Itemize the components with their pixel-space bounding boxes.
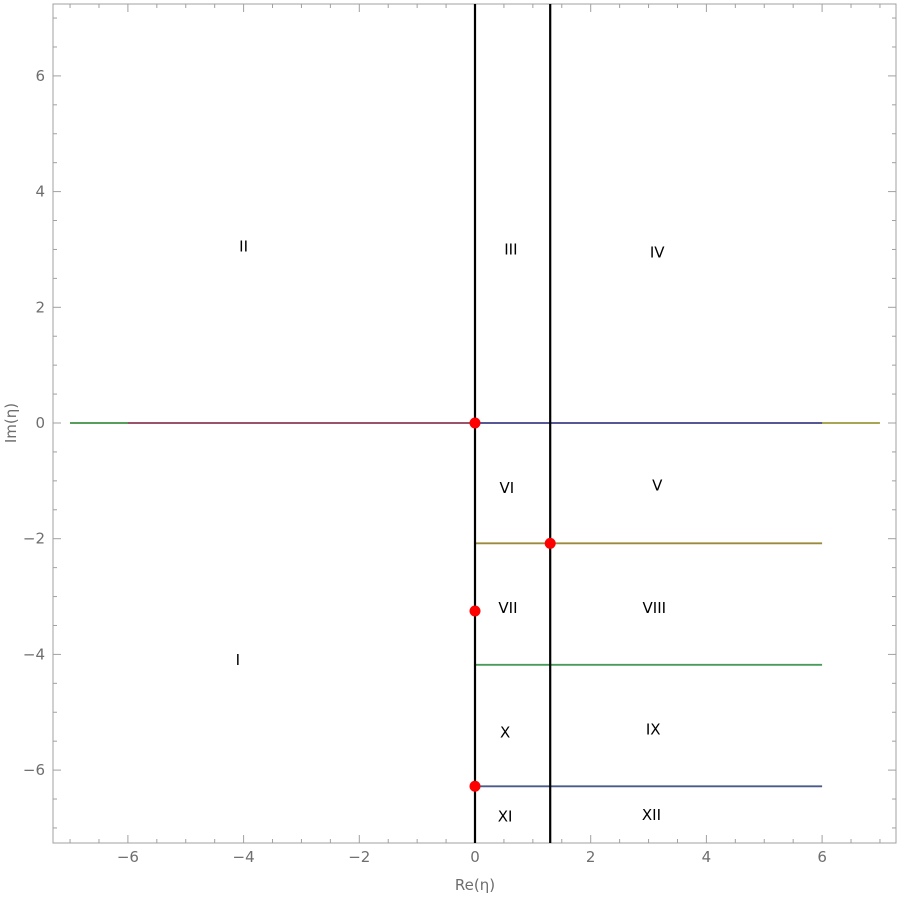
y-tick-label: −4 (23, 645, 45, 663)
critical-points (469, 417, 556, 792)
x-tick-label: −2 (348, 848, 370, 866)
y-tick-label: 0 (35, 414, 45, 432)
region-label-vi: VI (499, 479, 514, 497)
y-axis-title: Im(η) (2, 403, 20, 443)
region-label-xi: XI (498, 807, 513, 825)
region-label-x: X (500, 723, 510, 741)
critical-point (544, 537, 556, 549)
horizontal-curves (70, 422, 880, 788)
region-label-xii: XII (642, 806, 661, 824)
y-tick-label: −6 (23, 761, 45, 779)
x-tick-label: −4 (233, 848, 255, 866)
minor-ticks (53, 4, 896, 843)
x-axis-title: Re(η) (455, 876, 495, 894)
tick-labels: −6 −4 −2 0 2 4 6 −6 −4 −2 0 2 4 6 (23, 67, 827, 866)
region-label-ix: IX (646, 721, 661, 739)
region-label-ii: II (239, 238, 248, 256)
x-tick-label: 6 (817, 848, 827, 866)
y-tick-label: 6 (35, 67, 45, 85)
region-label-iii: III (504, 240, 517, 258)
region-label-vii: VII (498, 599, 517, 617)
critical-point (469, 780, 481, 792)
region-label-v: V (652, 476, 663, 494)
critical-point (469, 417, 481, 429)
critical-point (469, 605, 481, 617)
region-label-i: I (236, 651, 240, 669)
y-tick-label: −2 (23, 530, 45, 548)
x-tick-label: 4 (702, 848, 712, 866)
major-ticks (53, 4, 896, 843)
y-tick-label: 4 (35, 183, 45, 201)
x-tick-label: 2 (586, 848, 596, 866)
region-label-iv: IV (650, 243, 665, 261)
region-label-viii: VIII (643, 599, 667, 617)
y-tick-label: 2 (35, 298, 45, 316)
x-tick-label: −6 (117, 848, 139, 866)
x-tick-label: 0 (470, 848, 480, 866)
